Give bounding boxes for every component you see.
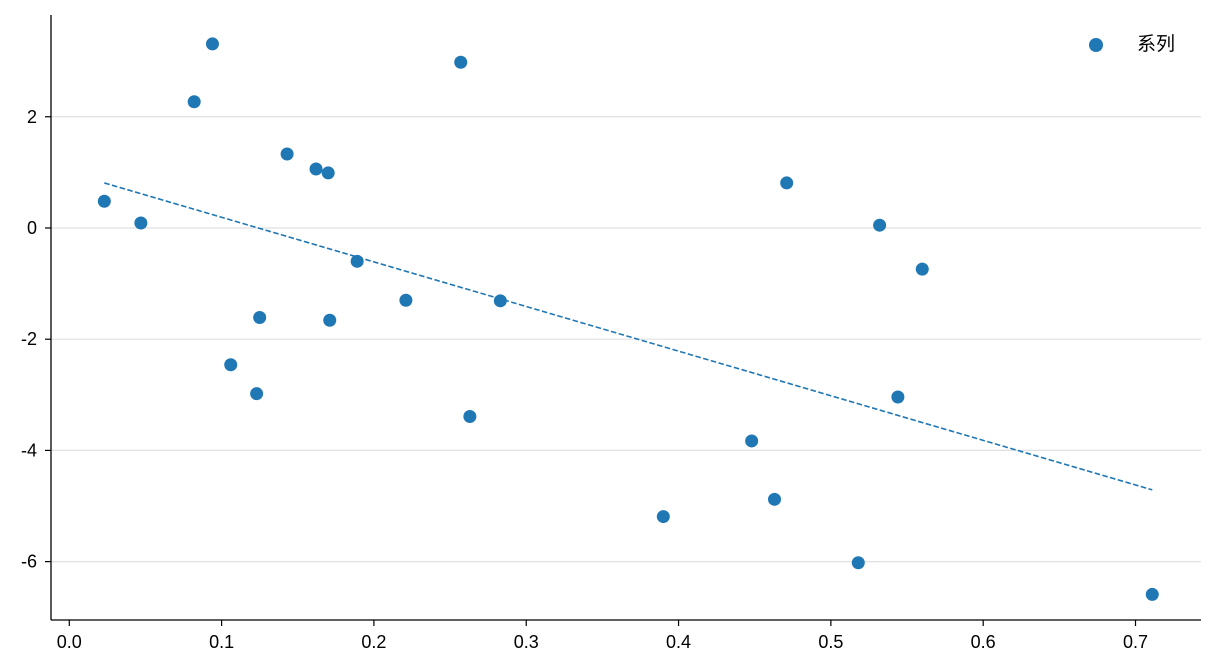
data-point (309, 162, 323, 176)
y-tick-label: -4 (21, 440, 37, 460)
x-tick-label: 0.4 (666, 632, 691, 652)
data-point (205, 37, 219, 51)
data-point (280, 147, 294, 161)
grid-lines (51, 116, 1201, 563)
data-point (915, 262, 929, 276)
data-point (873, 218, 887, 232)
data-point (1145, 587, 1159, 601)
y-axis-ticks: -6 -4 -2 0 2 (21, 107, 51, 572)
x-axis-ticks: 0.0 0.1 0.2 0.3 0.4 0.5 0.6 0.7 (57, 620, 1148, 652)
data-point (768, 492, 782, 506)
legend-label: 系列 (1137, 33, 1175, 55)
legend: 系列 (1089, 33, 1175, 55)
data-point (187, 95, 201, 109)
x-tick-label: 0.0 (57, 632, 82, 652)
x-tick-label: 0.6 (971, 632, 996, 652)
data-point (891, 390, 905, 404)
x-tick-label: 0.3 (514, 632, 539, 652)
data-point (323, 313, 337, 327)
data-point (224, 358, 238, 372)
data-point (780, 176, 794, 190)
legend-marker (1089, 38, 1103, 52)
data-points (97, 37, 1159, 601)
data-point (134, 216, 148, 230)
data-point (321, 166, 335, 180)
x-tick-label: 0.7 (1123, 632, 1148, 652)
data-point (253, 311, 267, 324)
data-point (399, 293, 413, 307)
data-point (656, 510, 670, 524)
y-tick-label: -2 (21, 329, 37, 349)
x-tick-label: 0.2 (361, 632, 386, 652)
data-point (745, 434, 759, 448)
data-point (454, 55, 468, 69)
data-point (463, 409, 477, 423)
y-tick-label: 2 (27, 107, 37, 127)
trend-line (104, 182, 1153, 491)
data-point (97, 194, 111, 208)
y-tick-label: 0 (27, 218, 37, 238)
data-point (851, 556, 865, 570)
data-point (350, 254, 364, 268)
x-tick-label: 0.1 (209, 632, 234, 652)
data-point (493, 294, 507, 308)
x-tick-label: 0.5 (818, 632, 843, 652)
y-tick-label: -6 (21, 552, 37, 572)
data-point (250, 387, 264, 401)
